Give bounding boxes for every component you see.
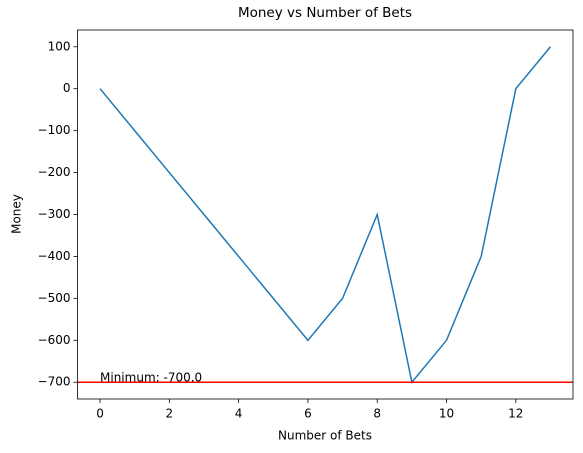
y-axis-label: Money (10, 194, 24, 234)
y-tick-label: −700 (38, 375, 71, 389)
x-tick-label: 10 (439, 407, 454, 421)
y-tick-label: −200 (38, 165, 71, 179)
chart-title: Money vs Number of Bets (238, 5, 412, 21)
y-tick-label: −400 (38, 249, 71, 263)
reference-label: Minimum: -700.0 (100, 371, 202, 385)
x-tick-label: 8 (373, 407, 381, 421)
plot-frame (77, 29, 574, 400)
x-tick-label: 6 (304, 407, 312, 421)
y-tick-label: −500 (38, 291, 71, 305)
x-tick-label: 12 (508, 407, 523, 421)
y-tick-label: −100 (38, 123, 71, 137)
y-tick-label: 0 (63, 81, 71, 95)
x-tick-label: 4 (235, 407, 243, 421)
data-line (99, 46, 552, 384)
y-tick-label: −300 (38, 207, 71, 221)
y-tick-label: −600 (38, 333, 71, 347)
y-tick-label: 100 (48, 39, 71, 53)
x-tick-label: 0 (96, 407, 104, 421)
x-tick-label: 2 (166, 407, 174, 421)
x-axis-label: Number of Bets (278, 429, 372, 443)
